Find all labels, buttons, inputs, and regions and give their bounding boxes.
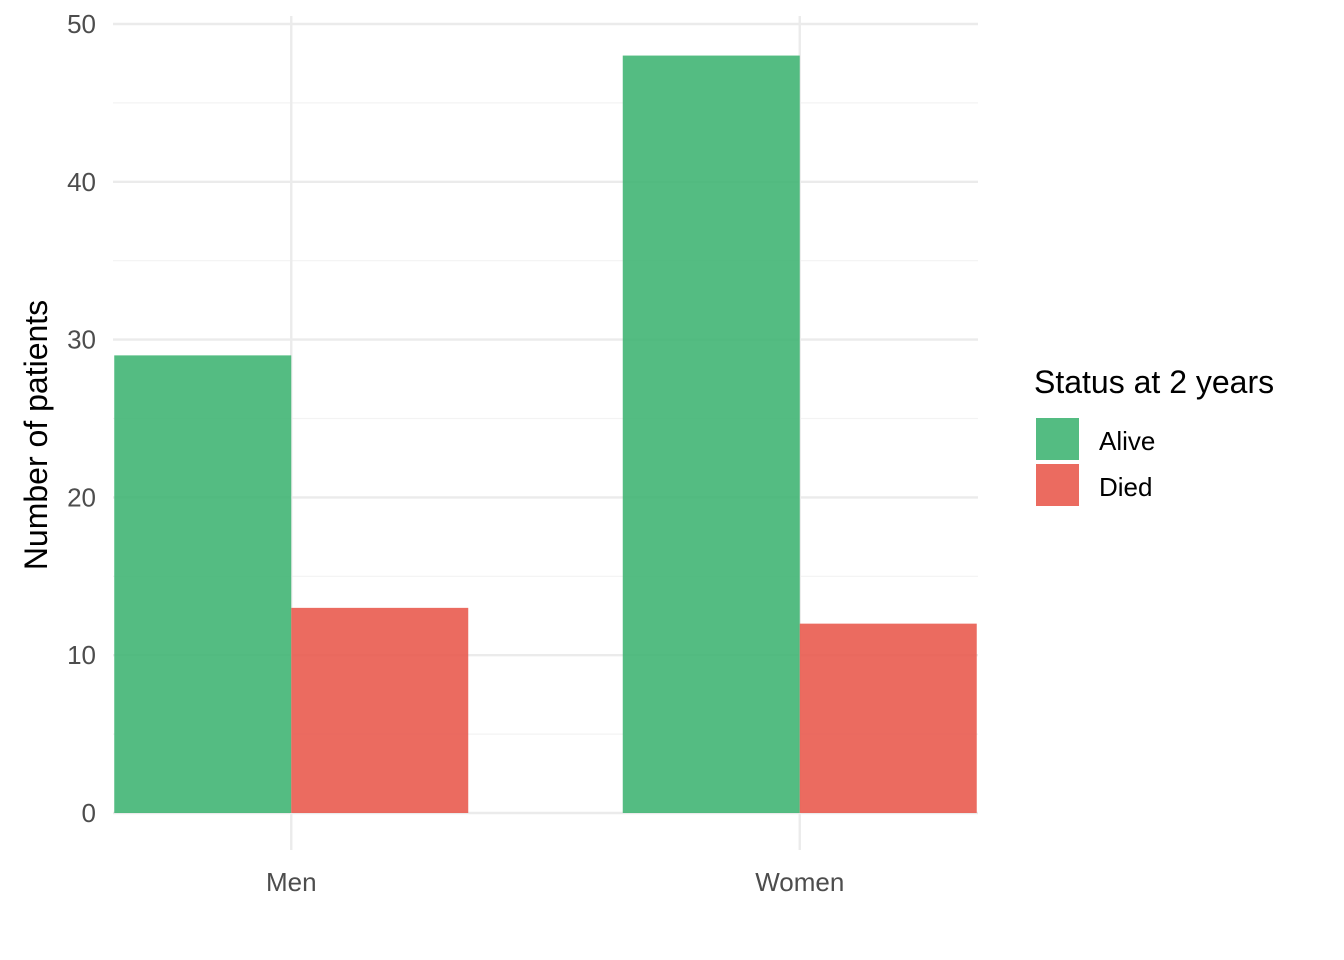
y-tick-label: 20: [67, 482, 96, 512]
legend-title: Status at 2 years: [1034, 364, 1274, 400]
x-tick-label: Men: [266, 867, 317, 897]
x-tick-label: Women: [755, 867, 844, 897]
bar-alive-women: [622, 55, 800, 814]
bars: [114, 55, 977, 814]
legend-label-alive: Alive: [1099, 426, 1155, 456]
bar-alive-men: [114, 355, 292, 813]
legend: Status at 2 years Alive Died: [1034, 364, 1274, 506]
legend-key-alive: [1036, 418, 1079, 460]
y-tick-label: 10: [67, 640, 96, 670]
legend-key-died: [1036, 464, 1079, 506]
y-tick-label: 0: [82, 798, 96, 828]
y-tick-label: 30: [67, 325, 96, 355]
y-axis-ticks: 0 10 20 30 40 50: [67, 9, 96, 828]
legend-label-died: Died: [1099, 472, 1152, 502]
x-axis-ticks: Men Women: [266, 867, 844, 897]
y-tick-label: 40: [67, 167, 96, 197]
bar-died-men: [291, 607, 469, 813]
bar-died-women: [799, 623, 977, 813]
y-tick-label: 50: [67, 9, 96, 39]
y-axis-title: Number of patients: [18, 300, 54, 570]
